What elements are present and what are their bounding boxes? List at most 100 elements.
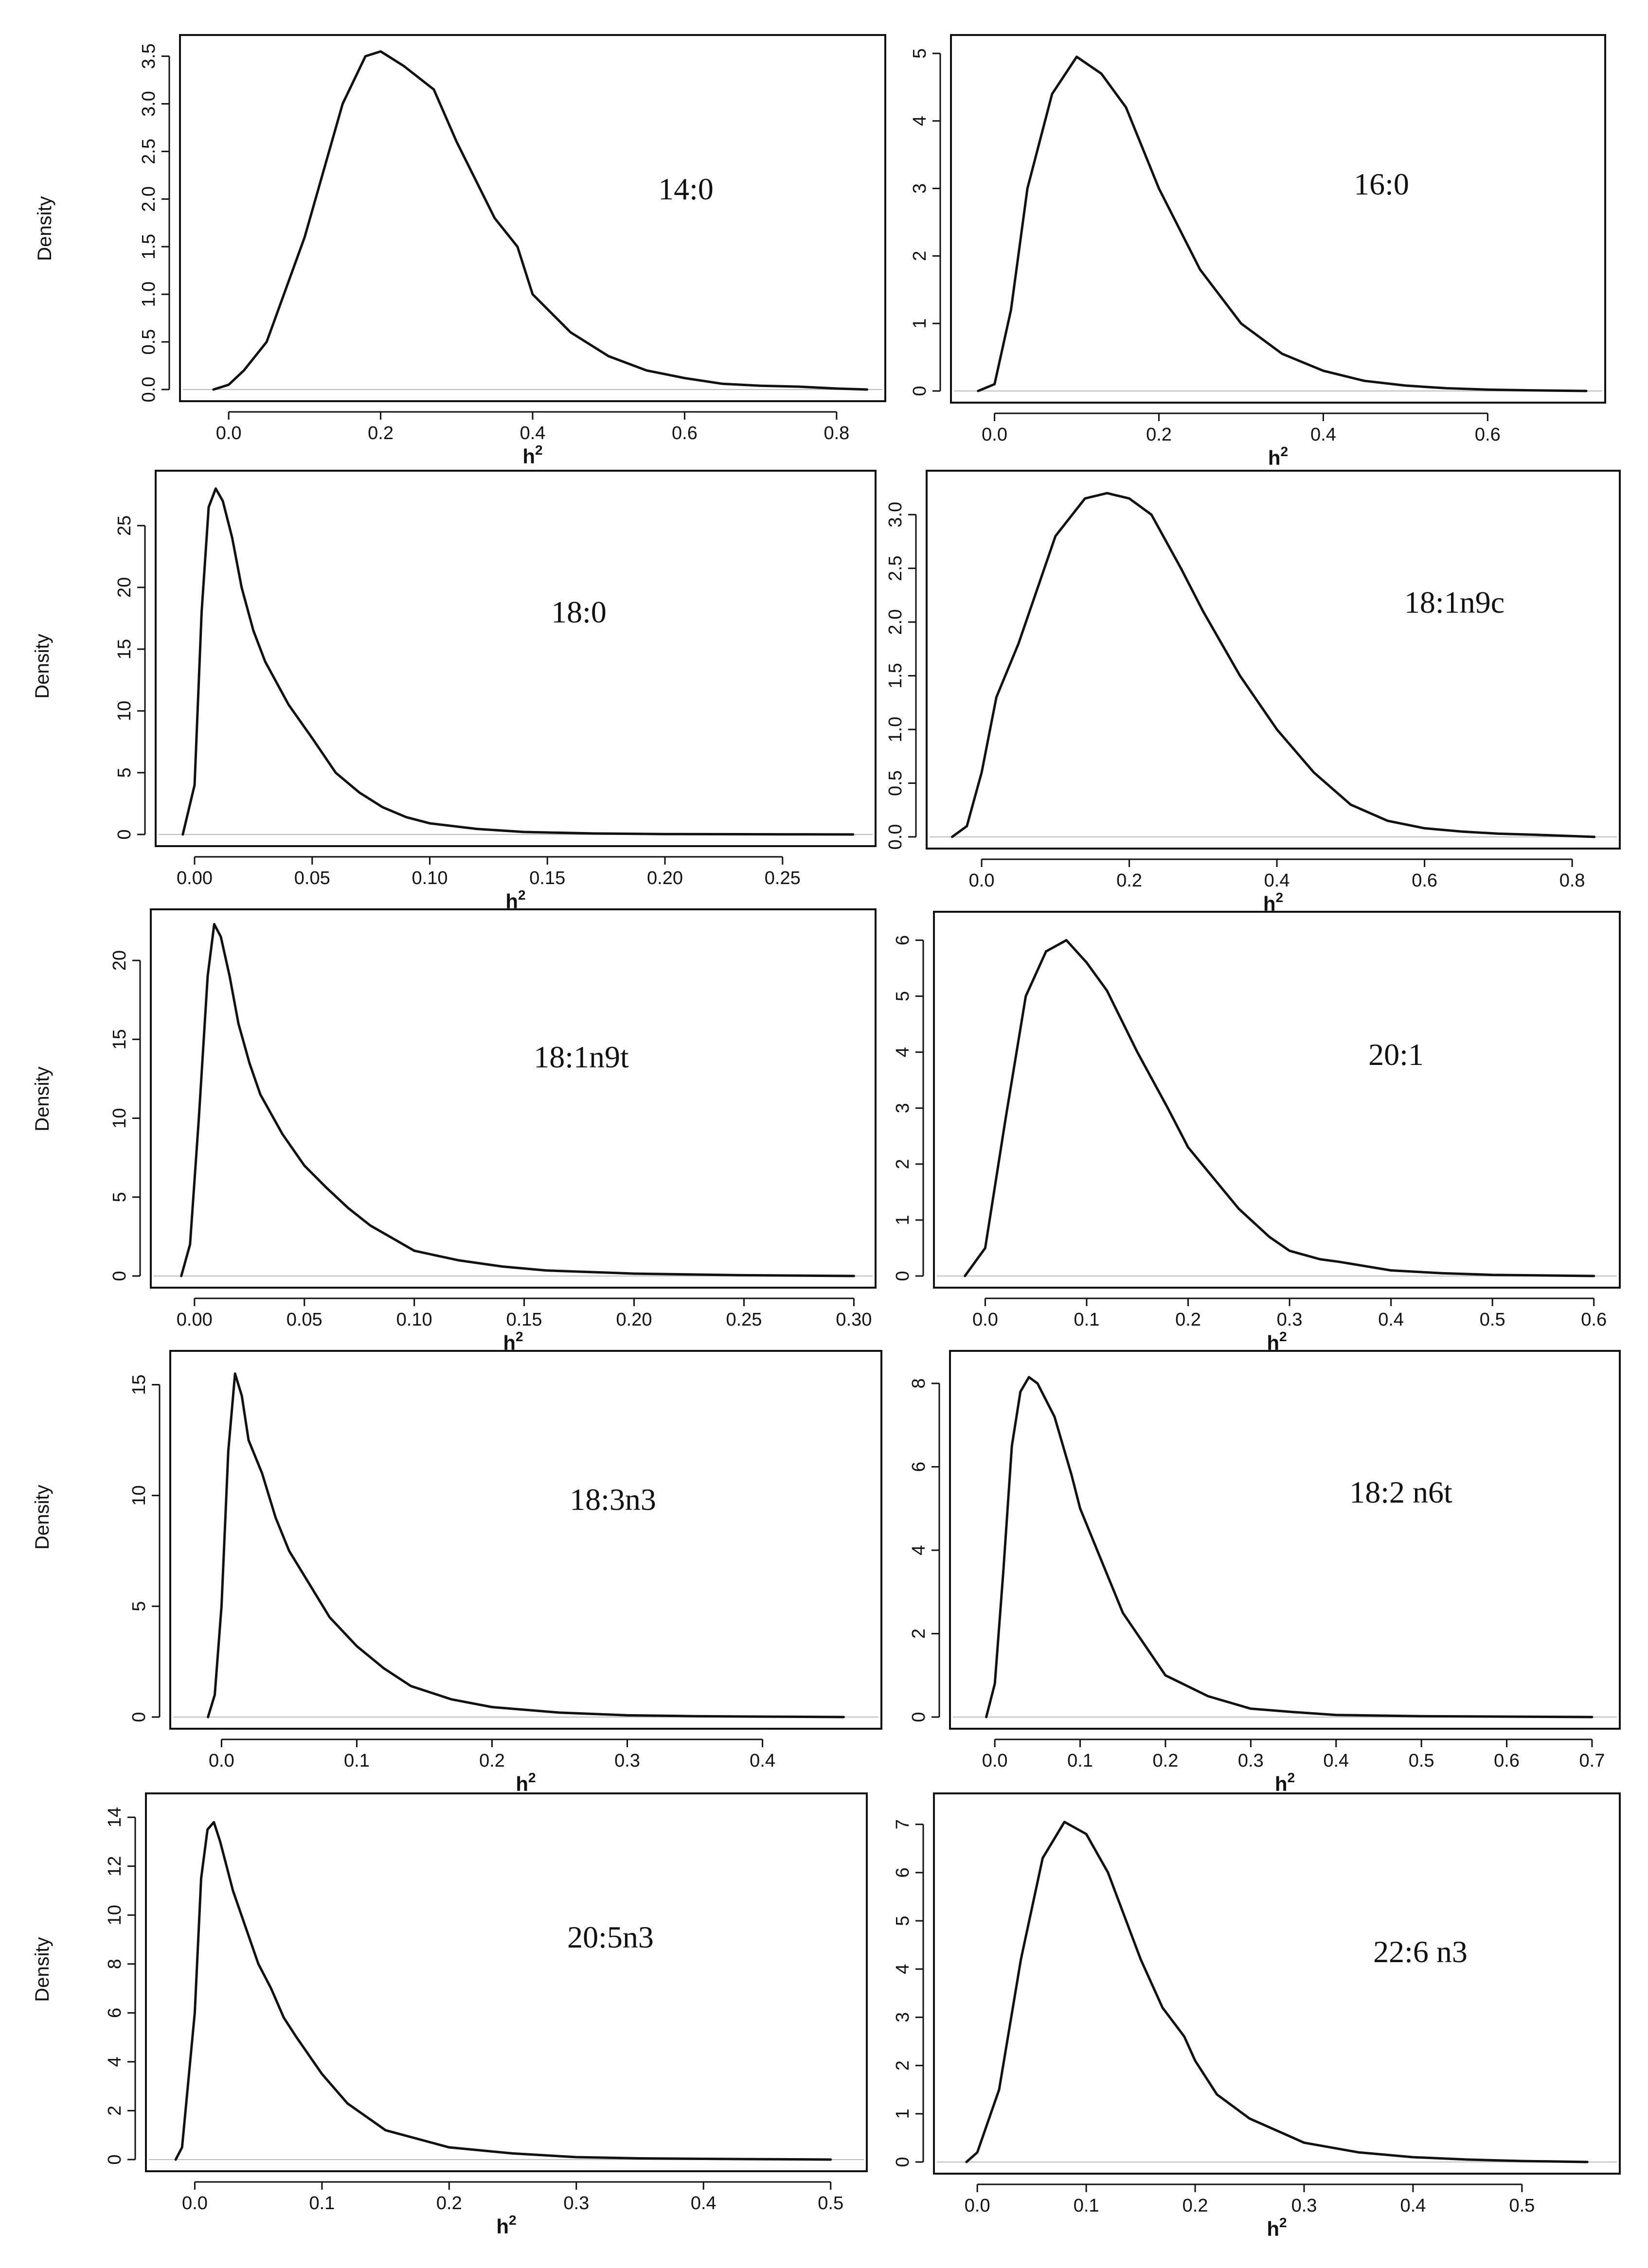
y-tick-label: 15 [129, 1374, 149, 1395]
y-tick-label: 25 [114, 515, 135, 536]
y-tick-label: 14 [105, 1807, 125, 1827]
panel-4: 0.0 0.2 0.4 0.6 0.8h20.00.51.01.52.02.53.018… [885, 470, 1621, 915]
x-tick-label: 0.1 [344, 1751, 370, 1771]
x-tick-label: 0.2 [1182, 2196, 1208, 2216]
y-tick-label: 3 [893, 1103, 913, 1113]
x-tick-label: 0.25 [726, 1310, 762, 1330]
y-tick-label: 1 [893, 2109, 913, 2119]
plot-frame [150, 908, 877, 1289]
y-tick-label: 10 [114, 701, 135, 721]
y-tick-label: 1.5 [885, 663, 906, 689]
panel-label: 18:0 [551, 595, 607, 629]
panel-label: 18:1n9c [1404, 585, 1505, 620]
panel-2: 0.0 0.2 0.4 0.6 h2 0 1 2 3 4 5 16:0 [910, 34, 1606, 469]
density-curve [977, 55, 1588, 392]
y-tick-label: 1 [893, 1215, 913, 1225]
x-tick-label: 0.20 [616, 1310, 652, 1330]
y-tick-label: 10 [129, 1485, 149, 1506]
x-tick-label: 0.0 [982, 425, 1007, 445]
y-tick-label: 0.0 [885, 824, 906, 850]
y-tick-label: 3 [893, 2012, 913, 2022]
y-tick-label: 4 [893, 1964, 913, 1974]
y-tick-label: 0 [909, 1712, 929, 1722]
x-tick-label: 0.10 [412, 868, 448, 888]
y-tick-label: 20 [114, 577, 135, 598]
y-tick-label: 3.0 [885, 502, 906, 528]
y-axis-title: Density [34, 196, 55, 261]
y-tick-label: 12 [105, 1856, 125, 1877]
x-tick-label: 0.6 [1412, 870, 1437, 891]
y-tick-label: 4 [909, 1545, 929, 1555]
x-tick-label: 0.4 [1400, 2196, 1426, 2216]
x-axis-title: h2 [1275, 1770, 1295, 1795]
density-curve [174, 1821, 832, 2161]
x-tick-label: 0.4 [1378, 1310, 1404, 1330]
y-tick-label: 0.5 [139, 329, 159, 355]
y-axis-title: Density [32, 1937, 53, 2002]
panel-label: 20:5n3 [567, 1920, 654, 1954]
x-tick-label: 0.05 [294, 868, 330, 888]
y-tick-label: 4 [910, 116, 930, 126]
y-tick-label: 20 [109, 950, 130, 971]
y-tick-label: 8 [105, 1959, 125, 1969]
x-axis-title: h2 [1268, 444, 1288, 469]
plot-frame [949, 1350, 1621, 1730]
x-tick-label: 0.3 [563, 2193, 589, 2214]
x-tick-label: 0.00 [177, 868, 213, 888]
x-tick-label: 0.4 [1323, 1751, 1349, 1771]
x-tick-label: 0.3 [1238, 1751, 1264, 1771]
panel-label: 22:6 n3 [1373, 1934, 1468, 1969]
y-tick-label: 1.0 [139, 282, 159, 307]
x-tick-label: 0.10 [396, 1310, 432, 1330]
y-tick-label: 1 [910, 319, 930, 329]
x-tick-label: 0.15 [529, 868, 565, 888]
y-tick-label: 0 [893, 2157, 913, 2167]
y-tick-label: 6 [893, 1867, 913, 1878]
x-axis-title: h2 [1267, 2215, 1287, 2240]
y-tick-label: 2 [909, 1629, 929, 1639]
density-curve [207, 1372, 845, 1719]
x-axis-title: h2 [496, 2213, 516, 2238]
x-tick-label: 0.1 [309, 2193, 335, 2214]
density-curve [964, 939, 1595, 1277]
x-tick-label: 0.3 [1277, 1310, 1303, 1330]
plot-frame [933, 911, 1621, 1289]
x-tick-label: 0.0 [209, 1751, 234, 1771]
x-tick-label: 0.5 [1509, 2196, 1535, 2216]
x-tick-label: 0.5 [818, 2193, 843, 2214]
y-tick-label: 6 [893, 935, 913, 945]
x-tick-label: 0.2 [479, 1751, 505, 1771]
y-tick-label: 10 [105, 1905, 125, 1925]
x-tick-label: 0.0 [216, 423, 242, 443]
panel-label: 20:1 [1368, 1037, 1424, 1072]
x-tick-label: 0.1 [1067, 1751, 1093, 1771]
x-tick-label: 0.0 [965, 2196, 990, 2216]
y-tick-label: 5 [114, 767, 135, 778]
x-tick-label: 0.3 [614, 1751, 640, 1771]
y-tick-label: 2.0 [139, 186, 159, 212]
x-axis-title: h2 [516, 1770, 536, 1795]
y-tick-label: 2.5 [139, 139, 159, 164]
y-tick-label: 5 [893, 1915, 913, 1926]
x-tick-label: 0.0 [982, 1751, 1008, 1771]
plot-frame [926, 470, 1621, 850]
plot-frame [179, 34, 886, 402]
panel-10: 0.0 0.1 0.2 0.3 0.4 0.5 h2 0 1 2 3 4 5 6 7 22:6 n3 [893, 1792, 1621, 2240]
panel-label: 14:0 [658, 172, 714, 206]
panel-1: 0.0 0.2 0.4 0.6 0.8 h2 0.0 0.5 1.0 1.5 2.0 2.5 3.0 3.… [34, 34, 886, 468]
x-tick-label: 0.6 [672, 423, 698, 443]
density-curve [950, 492, 1596, 838]
x-tick-label: 0.2 [1146, 425, 1172, 445]
x-tick-label: 0.2 [436, 2193, 462, 2214]
y-tick-label: 1.5 [139, 234, 159, 260]
x-tick-label: 0.4 [520, 423, 546, 443]
y-axis-title: Density [32, 1485, 53, 1549]
y-tick-label: 8 [909, 1378, 929, 1388]
y-tick-label: 15 [109, 1029, 130, 1049]
y-tick-label: 2 [105, 2106, 125, 2116]
x-tick-label: 0.2 [1153, 1751, 1179, 1771]
panel-8: 0.0 0.1 0.2 0.3 0.4 0.5 0.6 0.7 h2 0 2 4 6 8 18:2 n6t [909, 1350, 1621, 1795]
y-tick-label: 6 [909, 1462, 929, 1472]
